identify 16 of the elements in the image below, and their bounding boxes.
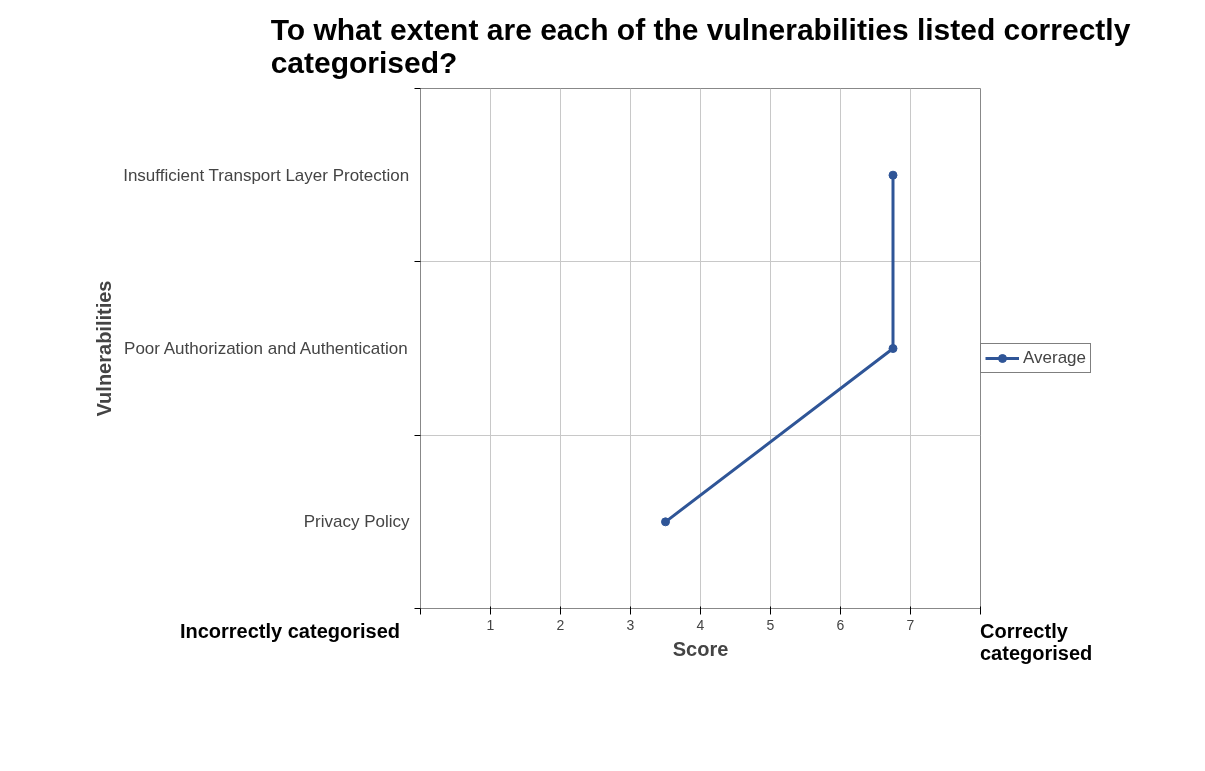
text: Correctly categorised xyxy=(980,620,1094,664)
y-tick-label: Privacy Policy xyxy=(303,512,410,532)
legend-label: Average xyxy=(1023,348,1087,368)
x-tick-label: 7 xyxy=(906,616,915,633)
x-axis-title: Score xyxy=(672,637,729,660)
x-tick-label: 3 xyxy=(626,616,635,633)
y-tick-label: Poor Authorization and Authentication xyxy=(124,339,408,358)
x-tick-label: 6 xyxy=(836,616,845,633)
x-tick-label: 2 xyxy=(556,616,565,633)
x-tick-label: 1 xyxy=(486,616,495,633)
x-tick-label: 5 xyxy=(766,616,775,633)
chart-title: To what extent are each of the vulnerabilities listed correctly categorised? xyxy=(270,12,1131,79)
y-tick-label: Insufficient Transport Layer Protection xyxy=(123,165,410,185)
x-tick-label: 4 xyxy=(696,616,705,633)
y-axis-title: Vulnerabilities xyxy=(93,280,116,417)
text: Incorrectly categorised xyxy=(179,620,400,642)
